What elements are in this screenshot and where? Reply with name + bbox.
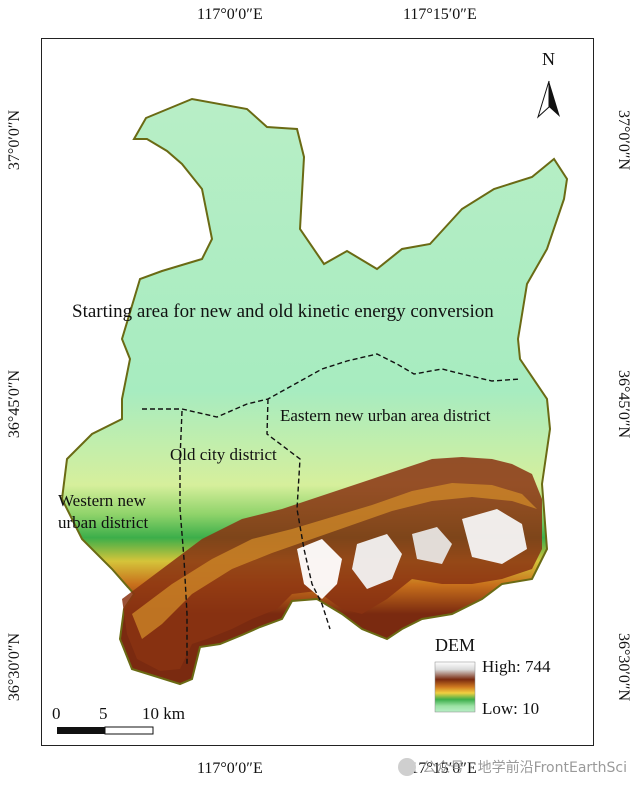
- district-line-east: [266, 398, 331, 630]
- district-line-west: [179, 410, 188, 664]
- region-western-line2: urban district: [58, 513, 149, 532]
- left-lat-label-2: 36°45′0″N: [6, 369, 23, 439]
- scale-label-5: 5: [99, 704, 108, 723]
- left-lat-label-1: 37°0′0″N: [6, 109, 23, 171]
- peak-area-1: [297, 539, 342, 599]
- right-lat-label-2: 36°45′0″N: [615, 369, 632, 439]
- region-starting-area: Starting area for new and old kinetic en…: [72, 301, 494, 322]
- dem-map: [57, 80, 569, 735]
- legend-ramp: [434, 661, 476, 713]
- peak-area-4: [412, 527, 452, 564]
- legend-low: Low: 10: [482, 699, 540, 718]
- right-lat-label-3: 36°30′0″N: [615, 632, 632, 702]
- top-lon-label-2: 117°15′0″E: [403, 6, 477, 23]
- right-lat-label-1: 37°0′0″N: [615, 109, 632, 171]
- map-frame: Starting area for new and old kinetic en…: [41, 38, 594, 746]
- district-line-north: [142, 353, 521, 418]
- wechat-icon: [398, 758, 417, 776]
- region-western-line1: Western new: [58, 491, 146, 510]
- north-label: N: [542, 49, 555, 69]
- legend-title: DEM: [435, 635, 475, 655]
- legend-high: High: 744: [482, 657, 551, 676]
- watermark-text: 公众号 · 地学前沿FrontEarthSci: [422, 760, 627, 776]
- bottom-lon-label-2: 117°15′0″E: [403, 760, 477, 777]
- left-lat-label-3: 36°30′0″N: [6, 632, 23, 702]
- region-eastern: Eastern new urban area district: [280, 406, 491, 425]
- peak-area-3: [462, 509, 527, 564]
- north-arrow-icon: [536, 80, 560, 119]
- watermark: 公众号 · 地学前沿FrontEarthSci: [398, 757, 627, 777]
- scale-bar-white: [104, 726, 154, 735]
- peak-area-2: [352, 534, 402, 589]
- region-old-city: Old city district: [170, 445, 277, 464]
- top-lon-label-1: 117°0′0″E: [197, 6, 263, 23]
- scale-label-0: 0: [52, 704, 61, 723]
- scale-label-10: 10 km: [142, 704, 185, 723]
- bottom-lon-label-1: 117°0′0″E: [197, 760, 263, 777]
- scale-bar-black: [57, 727, 105, 734]
- mid-band: [132, 483, 537, 639]
